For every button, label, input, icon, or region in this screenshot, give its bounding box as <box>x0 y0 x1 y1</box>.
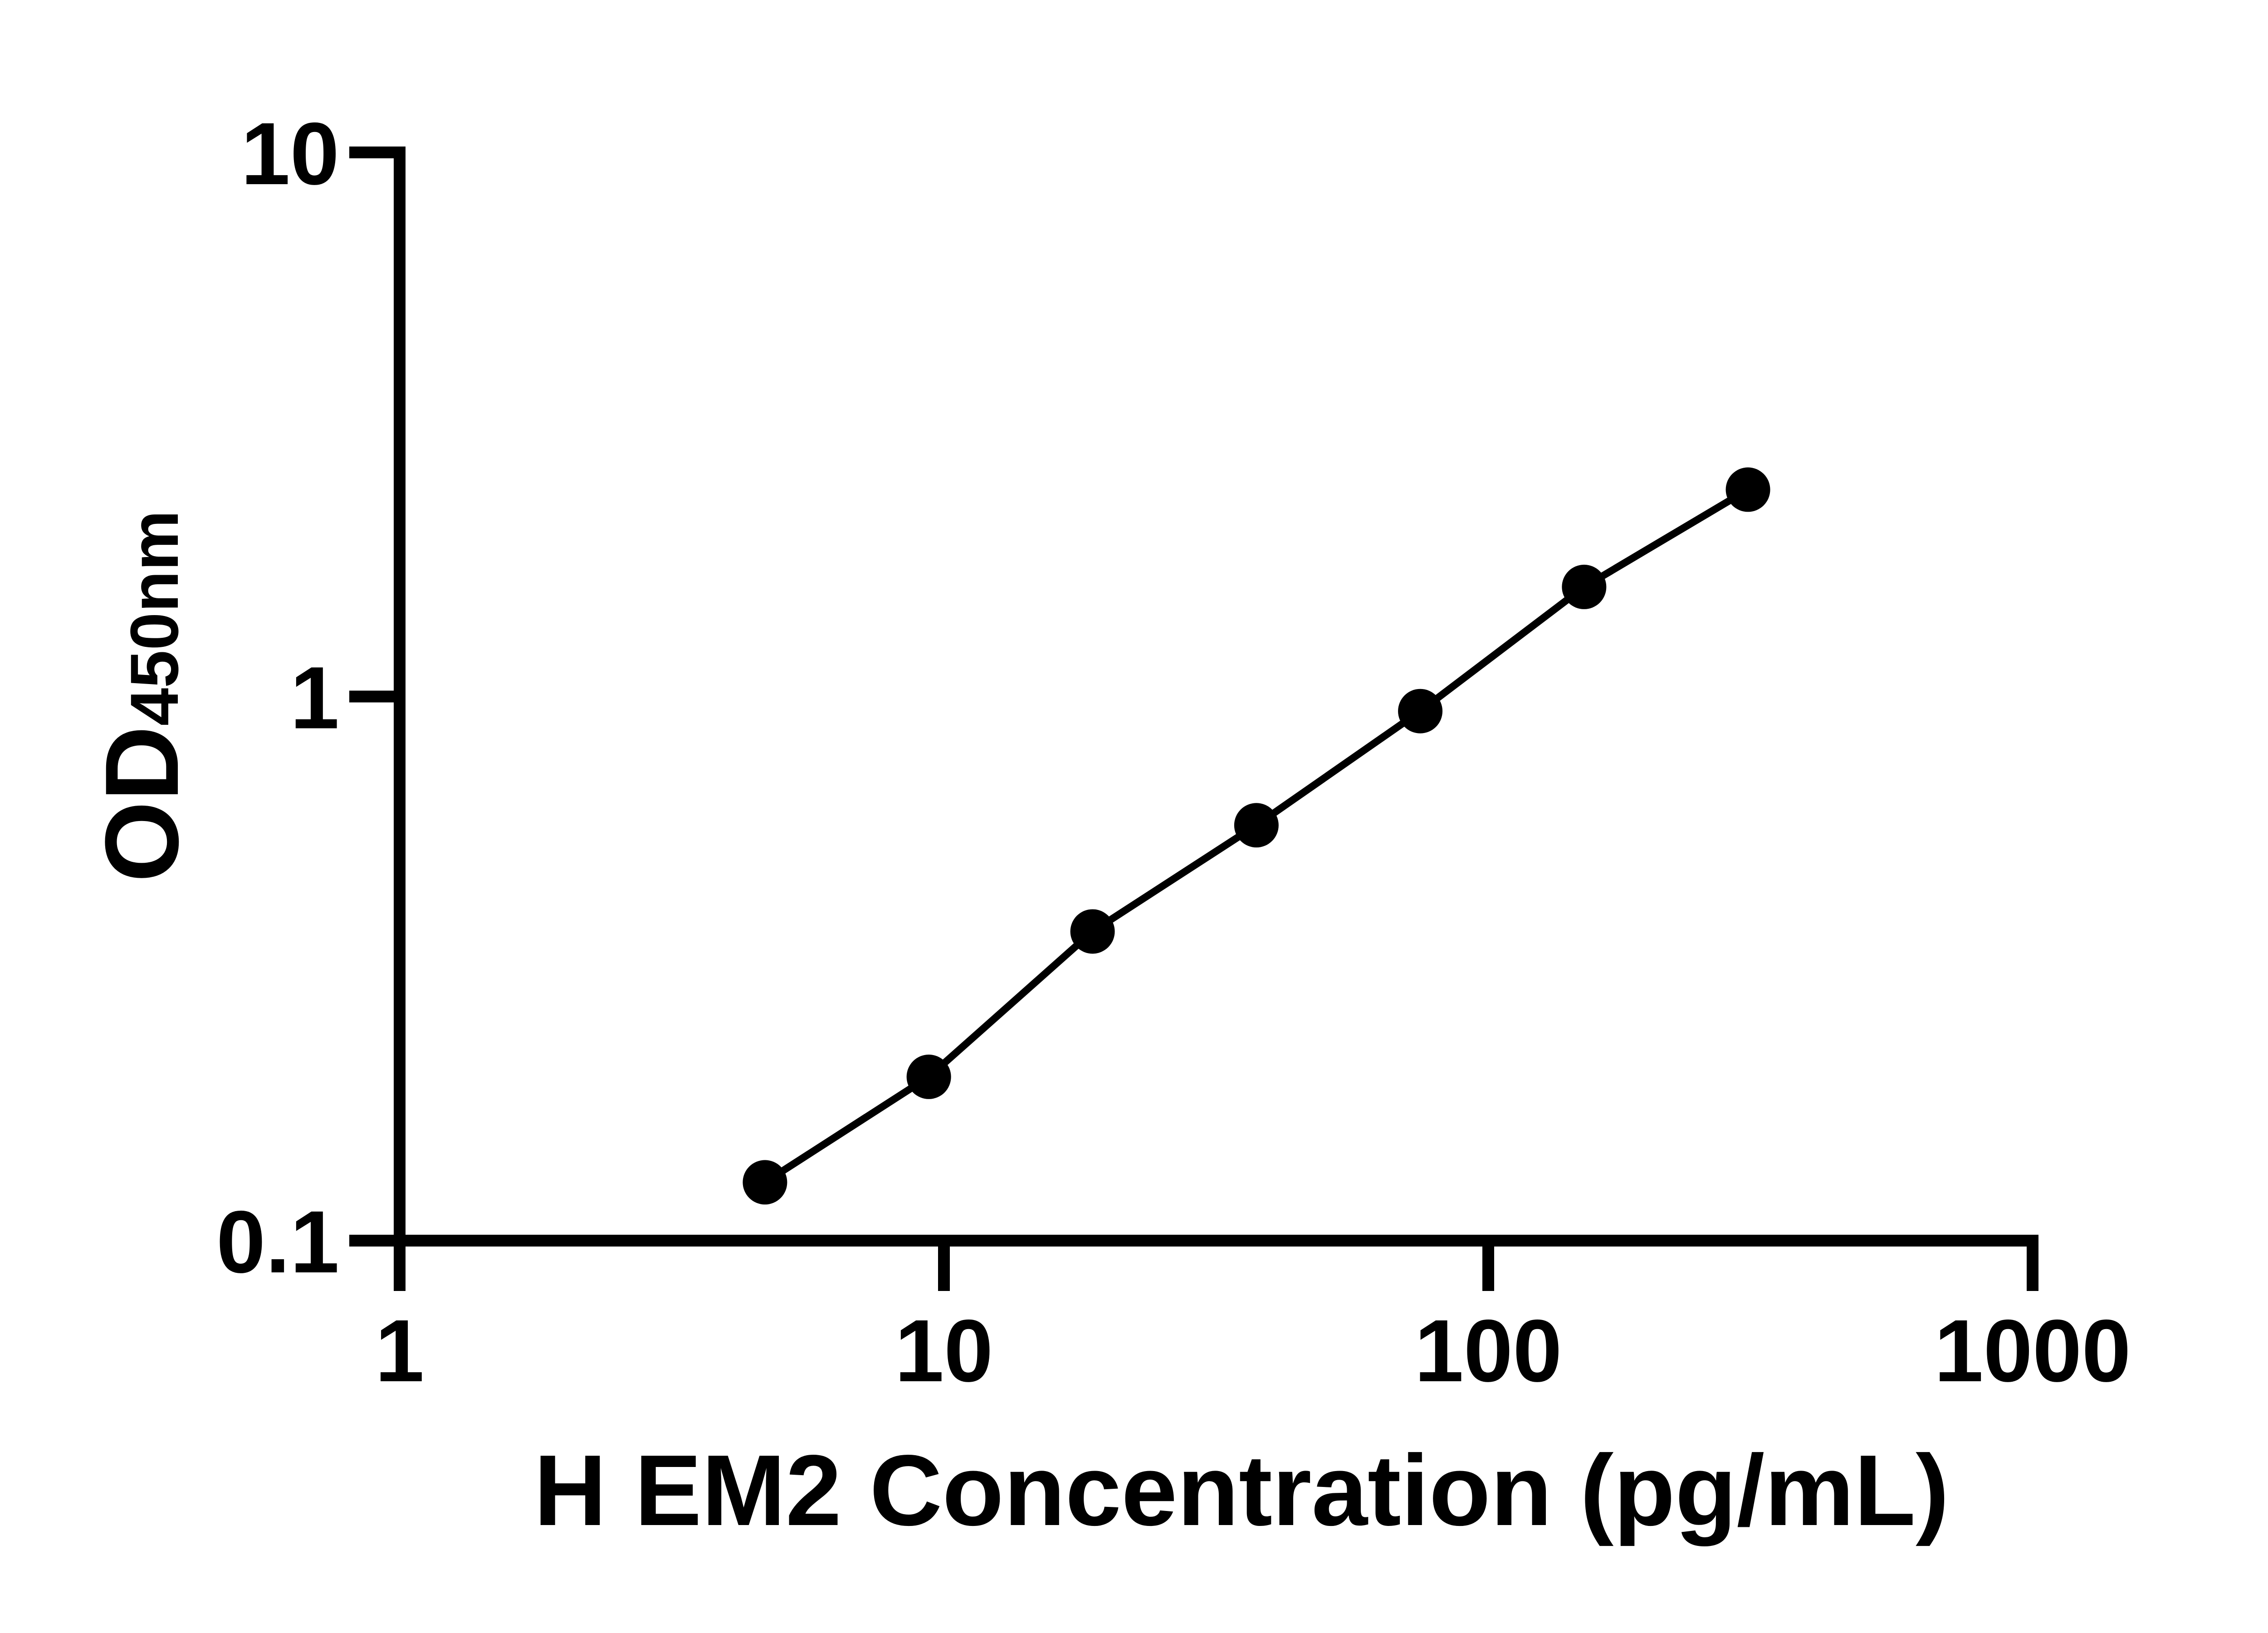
data-point <box>1562 564 1607 609</box>
y-tick-label: 1 <box>290 649 339 748</box>
data-point <box>1070 909 1115 954</box>
data-point <box>1725 467 1770 512</box>
x-tick-label: 1000 <box>1934 1301 2131 1400</box>
data-point <box>1398 689 1443 733</box>
x-tick-label: 10 <box>895 1301 993 1400</box>
x-axis-tick-labels: 1 10 100 1000 <box>375 1301 2131 1400</box>
data-point <box>743 1160 787 1205</box>
y-axis-tick-labels: 0.1 1 10 <box>216 104 339 1291</box>
x-tick-label: 1 <box>375 1301 424 1400</box>
data-point <box>906 1054 951 1099</box>
y-tick-label: 0.1 <box>216 1193 339 1291</box>
series-points <box>743 467 1770 1205</box>
plot-area: 1 10 100 1000 0.1 1 10 H EM2 Concentration (p… <box>83 104 2131 1547</box>
y-tick-label: 10 <box>241 104 339 203</box>
data-point <box>1234 803 1279 848</box>
x-axis-ticks <box>394 1241 2038 1291</box>
x-tick-label: 100 <box>1414 1301 1562 1400</box>
y-axis-ticks <box>349 147 400 1247</box>
x-axis-title: H EM2 Concentration (pg/mL) <box>534 1434 1949 1547</box>
y-axis-title: OD450nm <box>83 510 200 882</box>
